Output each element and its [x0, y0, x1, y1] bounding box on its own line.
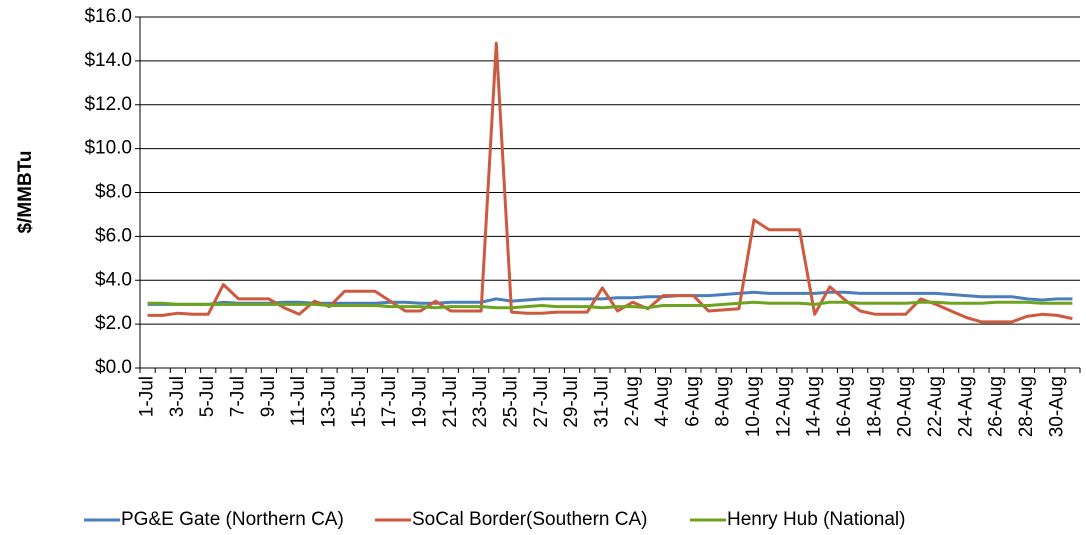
y-tick-label: $0.0: [95, 357, 132, 378]
x-tick-label: 18-Aug: [864, 376, 885, 437]
x-tick-label: 29-Jul: [561, 376, 582, 428]
x-tick-label: 10-Aug: [743, 376, 764, 437]
legend-label: PG&E Gate (Northern CA): [121, 509, 344, 530]
y-tick-label: $12.0: [84, 94, 132, 115]
x-tick-label: 5-Jul: [197, 376, 218, 417]
x-tick-label: 2-Aug: [622, 376, 643, 427]
y-tick-label: $2.0: [95, 313, 132, 334]
x-tick-label: 4-Aug: [652, 376, 673, 427]
x-tick-label: 27-Jul: [531, 376, 552, 428]
y-tick-label: $4.0: [95, 269, 132, 290]
x-tick-label: 25-Jul: [500, 376, 521, 428]
x-tick-label: 22-Aug: [925, 376, 946, 437]
x-tick-label: 20-Aug: [895, 376, 916, 437]
y-tick-label: $16.0: [84, 6, 132, 27]
y-tick-label: $6.0: [95, 225, 132, 246]
x-tick-label: 12-Aug: [773, 376, 794, 437]
x-tick-label: 15-Jul: [349, 376, 370, 428]
y-tick-label: $8.0: [95, 182, 132, 203]
y-axis-title: $/MMBTu: [15, 150, 36, 233]
x-tick-label: 3-Jul: [167, 376, 188, 417]
y-tick-label: $10.0: [84, 138, 132, 159]
legend-label: Henry Hub (National): [727, 509, 905, 530]
x-tick-label: 6-Aug: [682, 376, 703, 427]
x-tick-label: 30-Aug: [1046, 376, 1067, 437]
x-tick-label: 21-Jul: [440, 376, 461, 428]
x-tick-label: 9-Jul: [258, 376, 279, 417]
x-tick-label: 19-Jul: [409, 376, 430, 428]
x-tick-label: 28-Aug: [1016, 376, 1037, 437]
y-tick-label: $14.0: [84, 50, 132, 71]
x-tick-label: 31-Jul: [591, 376, 612, 428]
legend-label: SoCal Border(Southern CA): [412, 509, 648, 530]
x-tick-label: 23-Jul: [470, 376, 491, 428]
x-tick-label: 8-Aug: [713, 376, 734, 427]
x-tick-label: 24-Aug: [955, 376, 976, 437]
x-tick-label: 13-Jul: [319, 376, 340, 428]
x-tick-label: 16-Aug: [834, 376, 855, 437]
x-tick-label: 11-Jul: [288, 376, 309, 426]
x-tick-label: 7-Jul: [228, 376, 249, 417]
x-tick-label: 26-Aug: [986, 376, 1007, 437]
x-tick-label: 1-Jul: [137, 376, 158, 417]
line-series: [147, 300, 1073, 310]
x-tick-label: 14-Aug: [804, 376, 825, 437]
x-tick-label: 17-Jul: [379, 376, 400, 428]
